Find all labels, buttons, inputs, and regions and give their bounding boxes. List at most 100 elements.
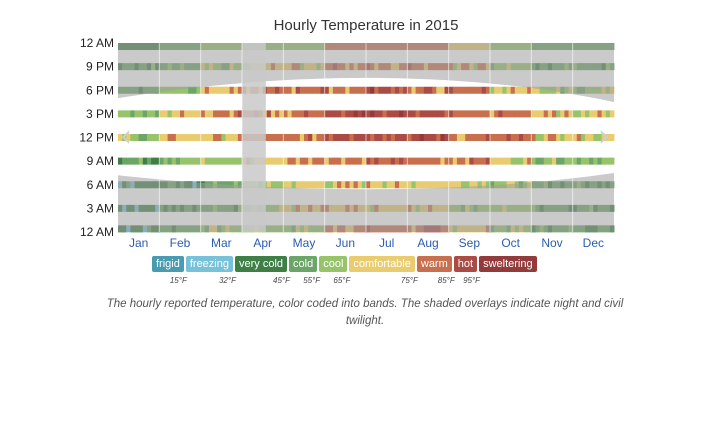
heat-cell [270, 181, 276, 189]
heat-cell [275, 181, 280, 189]
heat-cell [159, 110, 164, 118]
heat-cell [370, 157, 375, 165]
heat-cell [175, 110, 181, 118]
heat-cell [440, 157, 445, 165]
heat-cell [134, 134, 140, 141]
heat-cell [498, 134, 503, 141]
heat-cell [118, 134, 123, 141]
heat-cell [498, 110, 503, 118]
heat-cell [560, 134, 565, 141]
heat-cell [353, 86, 359, 94]
heat-cell [295, 134, 301, 141]
legend-threshold-label: 75°F [400, 276, 418, 285]
heat-cell [539, 157, 545, 165]
heat-cell [580, 110, 586, 118]
heat-cell [184, 134, 189, 141]
heat-cell [403, 181, 408, 189]
heat-cell [308, 181, 313, 189]
heat-cell [419, 110, 425, 118]
heat-cell [291, 181, 297, 189]
heat-cell [440, 110, 445, 118]
chevron-left-icon[interactable]: ‹ [120, 119, 132, 154]
heat-cell [316, 134, 321, 141]
heat-cell [605, 157, 611, 165]
heat-cell [572, 110, 578, 118]
heat-cell [126, 134, 131, 141]
x-tick-label: May [293, 236, 316, 250]
heat-cell [576, 110, 582, 118]
heat-cell [419, 157, 425, 165]
heat-cell [337, 86, 342, 94]
heat-cell [130, 110, 135, 118]
heat-cell [386, 134, 392, 141]
heat-cell [316, 157, 321, 165]
heat-cell [266, 86, 272, 94]
heat-cell [122, 157, 127, 165]
heat-cell [345, 134, 350, 141]
heat-cell [564, 157, 569, 165]
heat-cell [485, 134, 491, 141]
heat-cell [266, 110, 272, 118]
heat-cell [394, 157, 400, 165]
heat-cell [423, 157, 429, 165]
heat-cell [494, 86, 499, 94]
heat-cell [535, 86, 540, 94]
heat-cell [167, 134, 173, 141]
x-tick-label: Nov [541, 236, 562, 250]
heat-cell [469, 134, 474, 141]
heat-cell [163, 157, 168, 165]
heat-cell [237, 110, 243, 118]
heat-cell [287, 181, 292, 189]
heat-cell [361, 110, 367, 118]
heat-cell [465, 134, 470, 141]
heat-cell [345, 86, 350, 94]
heat-cell [118, 157, 123, 165]
heat-cell [270, 86, 276, 94]
heat-cell [539, 134, 545, 141]
heat-cell [208, 157, 214, 165]
heat-cell [502, 157, 507, 165]
heat-cell [593, 110, 598, 118]
heat-cell [188, 134, 193, 141]
heat-cell [597, 134, 602, 141]
heat-cell [337, 134, 342, 141]
legend-item: frigid [152, 256, 184, 272]
heat-cell [386, 157, 392, 165]
heat-cell [510, 86, 516, 94]
heat-cell [229, 86, 235, 94]
heat-cell [266, 134, 272, 141]
heat-cell [200, 134, 206, 141]
heat-cell [465, 110, 470, 118]
heat-cell [428, 181, 433, 189]
heat-cell [130, 134, 135, 141]
heat-cell [266, 157, 272, 165]
heat-cell [332, 110, 338, 118]
heat-cell [295, 157, 301, 165]
heat-cell [399, 181, 404, 189]
chart-title: Hourly Temperature in 2015 [274, 17, 459, 34]
heat-cell [485, 110, 491, 118]
heat-cell [589, 134, 594, 141]
chevron-right-icon[interactable]: › [598, 119, 610, 154]
heat-cell [605, 110, 611, 118]
heat-cell [419, 181, 425, 189]
heat-cell [171, 86, 177, 94]
heat-cell [299, 134, 305, 141]
heat-cell [415, 110, 421, 118]
heat-cell [291, 110, 297, 118]
heat-cell [287, 157, 292, 165]
heat-cell [605, 134, 611, 141]
heat-cell [208, 110, 214, 118]
heat-cell [609, 157, 615, 165]
heat-cell [229, 157, 235, 165]
heat-cell [444, 181, 450, 189]
heat-cell [399, 134, 404, 141]
heat-cell [390, 181, 396, 189]
heat-cell [146, 157, 152, 165]
heat-cell [382, 110, 388, 118]
heat-cell [585, 134, 590, 141]
heat-cell [510, 157, 516, 165]
heat-cell [448, 110, 454, 118]
heat-cell [465, 181, 470, 189]
heat-cell [456, 110, 462, 118]
